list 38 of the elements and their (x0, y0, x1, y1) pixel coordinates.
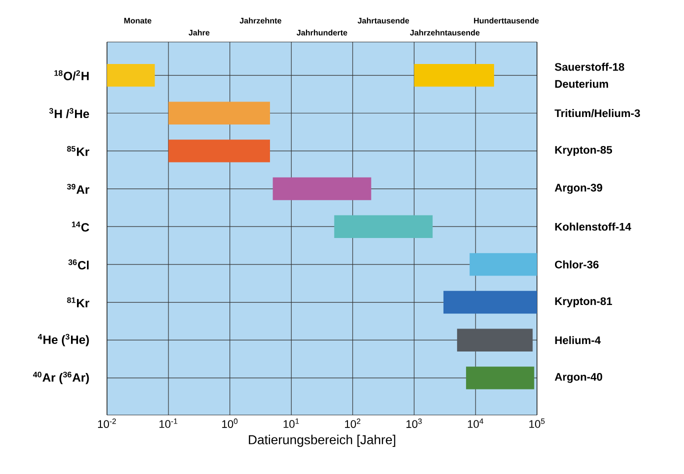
bar (466, 366, 534, 390)
y-tick-label: $^{85}$Kr (67, 146, 90, 156)
text: Helium-4 (555, 336, 601, 344)
y-tick-label: $^{14}$C (72, 222, 90, 232)
y-tick-label: $^{81}$Kr (67, 297, 90, 308)
text: Tritium/Helium-3 (554, 109, 640, 118)
text: Krypton-85 (555, 146, 612, 156)
text: Krypton-81 (555, 297, 612, 308)
x-tick-label: 10$^{2}$ (345, 418, 360, 428)
bar (272, 177, 372, 200)
text: Argon-39 (554, 184, 602, 194)
x-tick-label: 10$^{-1}$ (160, 418, 178, 428)
y-tick-label: $^{36}$Cl (68, 259, 89, 270)
y-tick-label: $^{39}$Ar (67, 184, 90, 194)
x-tick-label: 10$^{1}$ (284, 418, 299, 428)
text: Chlor-36 (554, 260, 599, 268)
bar (107, 64, 155, 87)
text: Deuterium (555, 80, 608, 88)
text: Sauerstoff-18 (554, 62, 624, 71)
bar (168, 140, 270, 162)
text: Kohlenstoff-14 (555, 222, 632, 231)
x-tick-label: 10$^{-2}$ (98, 418, 116, 428)
y-tick-label: $^{18}$O/$^{2}$H (54, 70, 89, 80)
bar (470, 253, 537, 276)
bar (457, 328, 533, 352)
bar (168, 102, 270, 124)
y-tick-label: $^{3}$H /$^{3}$He (49, 108, 90, 118)
text: Argon-40 (554, 372, 602, 383)
y-tick-label: $^{40}$Ar ($^{36}$Ar) (33, 372, 89, 384)
x-tick-label: 10$^{3}$ (406, 418, 422, 428)
x-tick-label: 10$^{5}$ (529, 418, 545, 428)
x-tick-label: 10$^{4}$ (468, 418, 484, 428)
x-axis-title: Datierungsbereich [Jahre] (248, 434, 396, 447)
bar (414, 64, 494, 87)
y-tick-label: $^{4}$He ($^{3}$He) (38, 334, 89, 346)
bar (334, 215, 433, 238)
x-tick-label: 10$^{0}$ (222, 418, 238, 428)
bar (443, 290, 537, 314)
